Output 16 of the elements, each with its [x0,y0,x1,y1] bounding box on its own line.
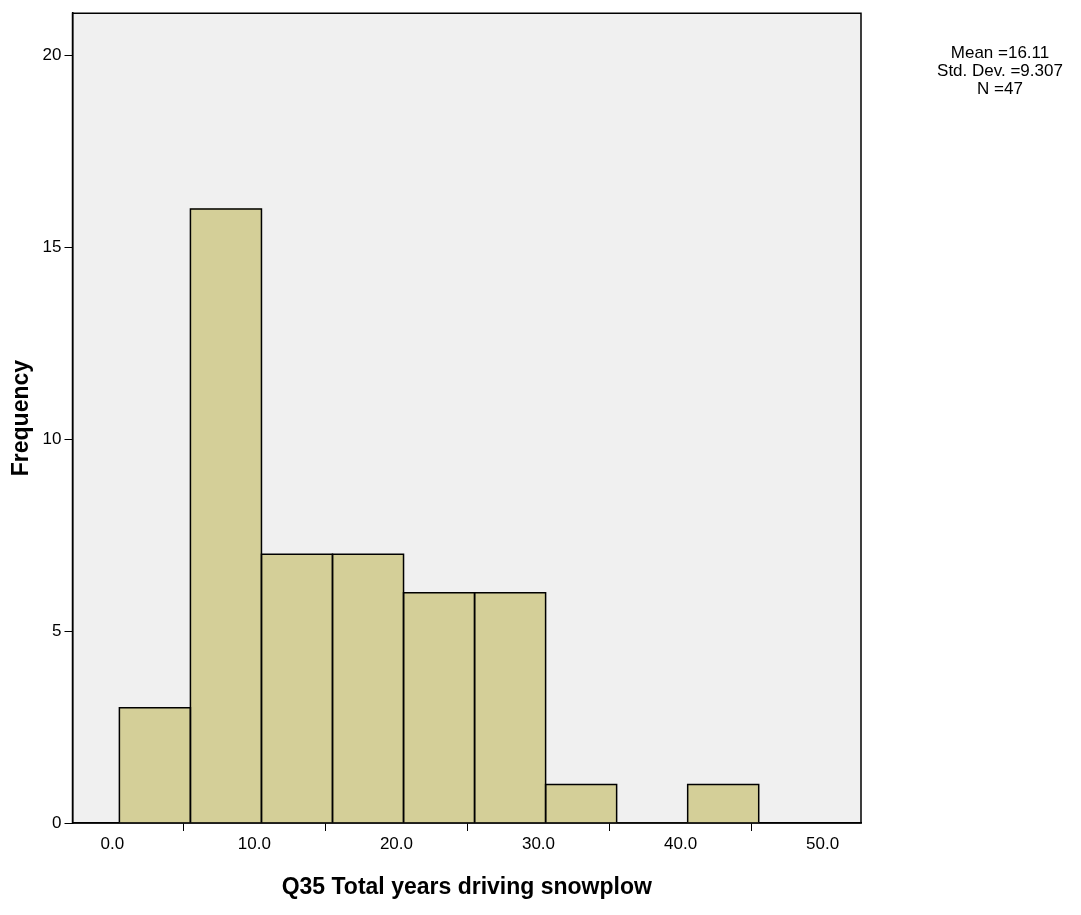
x-tick-label: 40.0 [664,833,698,853]
x-axis-title: Q35 Total years driving snowplow [281,872,652,899]
y-tick-label: 5 [52,620,62,640]
x-tick-label: 50.0 [806,833,840,853]
y-axis-title: Frequency [7,359,34,477]
y-tick-label: 15 [42,237,62,256]
x-tick-label: 10.0 [237,833,271,853]
text: N =47 [976,79,1024,98]
x-tick-label: 30.0 [521,833,556,853]
y-tick-label: 20 [42,45,62,65]
x-tick-label: 20.0 [379,833,413,853]
text: Std. Dev. =9.307 [936,61,1064,80]
text: Mean =16.11 [949,43,1051,62]
x-tick-label: 0.0 [100,833,125,853]
y-tick-label: 0 [52,812,62,832]
y-tick-label: 10 [42,428,62,448]
